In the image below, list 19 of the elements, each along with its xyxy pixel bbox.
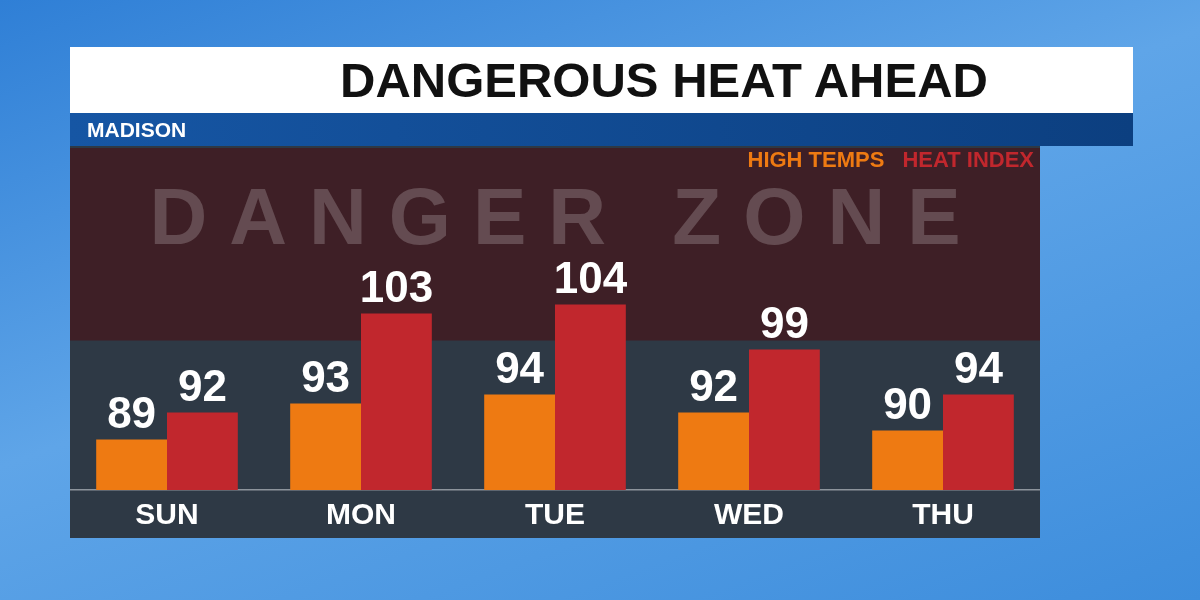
- chart-title: DANGEROUS HEAT AHEAD: [340, 53, 988, 107]
- text: HEAT INDEX: [902, 147, 1035, 173]
- x-tick-label: THU: [912, 497, 974, 531]
- data-label: 89: [107, 387, 157, 437]
- data-label: 104: [553, 252, 628, 302]
- chart-subtitle: MADISON: [87, 118, 187, 142]
- x-tick-label: WED: [714, 497, 784, 531]
- x-tick-label: TUE: [525, 497, 585, 531]
- data-label: 92: [689, 360, 739, 410]
- data-label: 94: [953, 342, 1004, 392]
- data-label: 103: [359, 261, 434, 311]
- data-label: 94: [495, 342, 545, 392]
- data-label: 99: [759, 297, 809, 347]
- x-tick-label: SUN: [135, 497, 199, 531]
- text: HIGH TEMPS: [747, 147, 885, 173]
- x-tick-label: MON: [326, 497, 396, 531]
- data-label: 92: [177, 360, 227, 410]
- data-label: 90: [883, 378, 933, 428]
- data-label: 93: [301, 351, 351, 401]
